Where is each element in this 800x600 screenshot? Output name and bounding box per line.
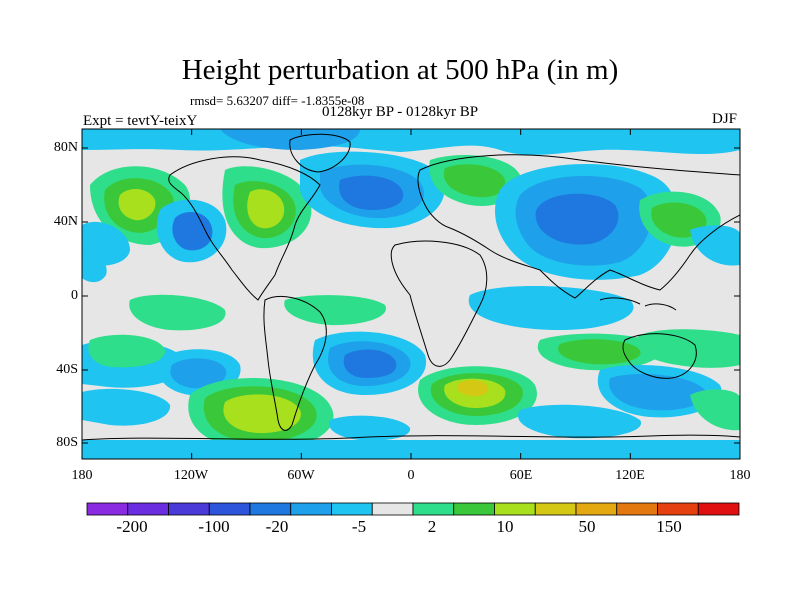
colorbar-swatch: [412, 502, 455, 516]
stats-text: rmsd= 5.63207 diff= -1.8355e-08: [190, 93, 365, 108]
contour-region: [456, 380, 489, 397]
colorbar-swatch: [453, 502, 495, 516]
lon-label-120w: 120W: [173, 468, 209, 483]
contour-region: [82, 388, 171, 426]
map-title: Height perturbation at 500 hPa (in m): [181, 54, 619, 86]
colorbar-label: -100: [198, 517, 230, 536]
contour-region: [343, 349, 397, 378]
lon-label-60w: 60W: [287, 468, 315, 483]
colorbar-label: 50: [578, 517, 596, 536]
contour-region: [118, 188, 156, 221]
colorbar-swatch: [127, 502, 169, 516]
contour-region: [690, 389, 740, 431]
contour-region: [339, 175, 404, 210]
colorbar-swatch: [208, 502, 251, 516]
coastline-north-america: [168, 156, 321, 301]
coastline-antarctica: [82, 434, 740, 441]
contour-region: [88, 334, 166, 368]
colorbar-swatch: [331, 502, 373, 516]
colorbar-label: -20: [265, 517, 289, 536]
contour-region: [468, 285, 634, 330]
colorbar-swatch: [494, 502, 536, 516]
coastline-greenland: [289, 133, 351, 173]
contour-region: [129, 294, 226, 331]
contour-region: [609, 374, 706, 411]
lat-label-40n: 40N: [53, 214, 78, 229]
colorbar-label: -5: [351, 517, 367, 536]
coastlines: [82, 133, 740, 441]
contour-region: [443, 164, 506, 198]
colorbar-swatch: [575, 502, 618, 516]
colorbar-swatch: [657, 502, 699, 516]
period-text: 0128kyr BP - 0128kyr BP: [322, 104, 479, 120]
contour-region: [329, 415, 411, 441]
lon-label-180e: 180: [729, 468, 751, 483]
contour-region: [535, 193, 619, 245]
colorbar: [86, 502, 740, 516]
colorbar-swatch: [249, 502, 292, 516]
colorbar-swatch: [168, 502, 210, 516]
contour-region: [172, 212, 213, 251]
coastline-eurasia: [417, 154, 740, 299]
coastline-africa: [390, 240, 488, 367]
colorbar-swatch: [86, 502, 129, 516]
contour-region: [518, 404, 642, 439]
colorbar-label: 10: [496, 517, 514, 536]
contour-region: [82, 253, 107, 283]
contour-region: [247, 189, 285, 229]
coastline-australia: [622, 333, 697, 379]
colorbar-swatch: [616, 502, 658, 516]
contour-region: [170, 358, 227, 389]
lat-label-0: 0: [71, 288, 78, 303]
lon-label-180w: 180: [71, 468, 93, 483]
colorbar-swatch: [371, 502, 414, 516]
contour-region: [82, 440, 740, 459]
colorbar-swatch: [697, 502, 740, 516]
lon-label-120e: 120E: [615, 468, 645, 483]
lat-label-80n: 80N: [53, 140, 78, 155]
axis-ticks: [81, 129, 741, 459]
contour-field: [82, 129, 740, 459]
lon-label-60e: 60E: [509, 468, 533, 483]
colorbar-swatch: [290, 502, 332, 516]
contour-region: [223, 394, 301, 434]
contour-region: [651, 202, 707, 238]
contour-region: [284, 295, 386, 326]
lon-label-0: 0: [407, 468, 415, 483]
colorbar-label: 150: [656, 517, 682, 536]
lat-label-40s: 40S: [56, 362, 78, 377]
season-label: DJF: [712, 111, 738, 127]
colorbar-label: 2: [427, 517, 437, 536]
experiment-label: Expt = tevtY-teixY: [83, 113, 198, 129]
contour-region: [635, 329, 740, 368]
contour-region: [690, 225, 740, 266]
contour-region: [558, 339, 641, 365]
lat-label-80s: 80S: [56, 435, 78, 450]
coastline-indonesia: [599, 297, 677, 311]
coastline-south-america: [263, 296, 327, 431]
colorbar-label: -200: [116, 517, 148, 536]
colorbar-swatch: [534, 502, 577, 516]
